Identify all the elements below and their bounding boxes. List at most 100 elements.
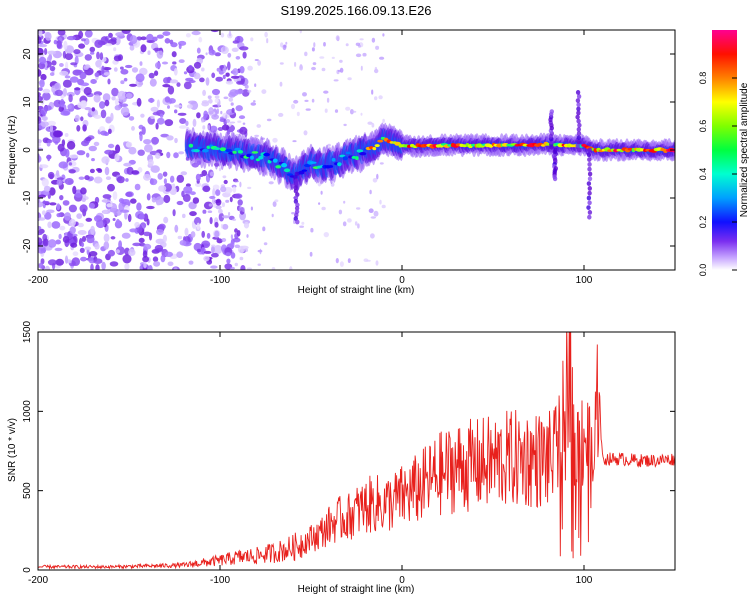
spectrogram-noise-blob bbox=[347, 258, 351, 263]
spectrogram-noise-blob bbox=[162, 84, 171, 88]
spectrogram-spike bbox=[575, 143, 580, 149]
spectrogram-noise-blob bbox=[379, 56, 385, 60]
spectrogram-noise-blob bbox=[192, 118, 197, 127]
spectrogram-noise-blob bbox=[254, 59, 259, 61]
spectrogram-noise-blob bbox=[153, 47, 163, 52]
spectrogram-noise-blob bbox=[164, 119, 174, 127]
spectrogram-noise-blob bbox=[84, 30, 93, 38]
spectrogram-noise-blob bbox=[272, 201, 277, 208]
spectrogram-noise-blob bbox=[279, 62, 284, 65]
spectrogram-noise-blob bbox=[366, 259, 371, 262]
spectrogram-noise-blob bbox=[113, 67, 118, 72]
spectrogram-noise-blob bbox=[120, 69, 129, 75]
spectrogram-noise-blob bbox=[379, 162, 384, 165]
spectrogram-noise-blob bbox=[80, 116, 84, 122]
spectrogram-noise-blob bbox=[78, 30, 84, 39]
spectrogram-noise-blob bbox=[162, 31, 171, 36]
spectrogram-noise-blob bbox=[68, 169, 76, 174]
spectrogram-noise-blob bbox=[318, 202, 321, 205]
spectrogram-noise-blob bbox=[150, 106, 159, 112]
spectrogram-noise-blob bbox=[49, 125, 54, 133]
spectrogram-noise-blob bbox=[374, 66, 378, 71]
spectrogram-spike bbox=[587, 147, 592, 153]
spectrogram-noise-blob bbox=[38, 44, 48, 48]
spectrogram-noise-blob bbox=[232, 68, 239, 76]
spectrogram-ridge-core bbox=[193, 149, 200, 153]
spectrogram-noise-blob bbox=[174, 109, 178, 114]
spectrogram-noise-blob bbox=[213, 245, 223, 254]
spectrogram-noise-blob bbox=[382, 118, 385, 123]
spectrogram-noise-blob bbox=[80, 187, 87, 195]
spectrogram-spike bbox=[577, 122, 582, 128]
spectrogram-noise-blob bbox=[183, 81, 192, 90]
spectrogram-noise-blob bbox=[38, 231, 43, 236]
spectrogram-noise-blob bbox=[56, 213, 62, 218]
spectrogram-noise-blob bbox=[135, 73, 145, 83]
spectrogram-noise-blob bbox=[272, 137, 278, 143]
spectrogram-noise-blob bbox=[338, 209, 343, 215]
spectrogram-noise-blob bbox=[86, 152, 90, 158]
spectrogram-noise-blob bbox=[216, 67, 221, 72]
spectrogram-ridge-core bbox=[267, 159, 272, 164]
spectrogram-spike bbox=[587, 176, 593, 182]
spectrogram-noise-blob bbox=[236, 80, 245, 85]
spectrogram-spike bbox=[576, 118, 581, 124]
spectrogram-noise-blob bbox=[127, 213, 132, 223]
spectrogram-noise-blob bbox=[375, 260, 379, 266]
spectrogram-noise-blob bbox=[65, 61, 69, 70]
spectrogram-noise-blob bbox=[101, 199, 110, 203]
spectrogram-noise-blob bbox=[335, 258, 339, 264]
spectrogram-noise-blob bbox=[211, 244, 216, 248]
spectrogram-noise-blob bbox=[250, 206, 253, 211]
spectrogram-noise-blob bbox=[128, 146, 137, 155]
spectrogram-noise-blob bbox=[229, 196, 233, 203]
spectrogram-noise-blob bbox=[323, 232, 329, 238]
spectrogram-spike bbox=[576, 106, 581, 112]
spectrogram-noise-blob bbox=[99, 101, 106, 109]
spectrogram-noise-blob bbox=[146, 193, 151, 201]
spectrogram-noise-blob bbox=[242, 207, 245, 213]
spectrogram-noise-blob bbox=[57, 30, 66, 36]
spectrogram-noise-blob bbox=[134, 183, 141, 191]
spectrogram-noise-blob bbox=[38, 138, 42, 144]
spectrogram-noise-blob bbox=[309, 251, 313, 257]
spectrogram-noise-blob bbox=[164, 251, 173, 257]
spectrogram-noise-blob bbox=[158, 223, 166, 230]
snr-series bbox=[38, 332, 675, 570]
spectrogram-noise-blob bbox=[246, 267, 252, 270]
spectrogram-spike bbox=[576, 135, 582, 141]
spectrogram-noise-blob bbox=[77, 230, 87, 235]
spectrogram-ridge-core bbox=[303, 163, 311, 168]
spectrogram-noise-blob bbox=[311, 47, 315, 52]
spectrogram-noise-blob bbox=[225, 252, 231, 257]
spectrogram-noise-blob bbox=[360, 65, 363, 71]
spectrogram-noise-blob bbox=[212, 88, 220, 96]
spectrogram-noise-blob bbox=[172, 61, 177, 65]
spectrogram-noise-blob bbox=[170, 42, 178, 48]
spectrogram-noise-blob bbox=[185, 33, 191, 38]
snr-xtick-label: -100 bbox=[210, 575, 230, 586]
spectrogram-noise-blob bbox=[39, 164, 49, 169]
spectrogram-noise-blob bbox=[239, 66, 245, 74]
spectrogram-noise-blob bbox=[101, 261, 106, 270]
spectrogram-noise-blob bbox=[63, 40, 68, 50]
snr-xtick-label: 100 bbox=[576, 575, 593, 586]
spectrogram-noise-blob bbox=[125, 64, 133, 69]
spectrogram-noise-blob bbox=[172, 209, 176, 217]
spectrogram-noise-blob bbox=[139, 61, 143, 66]
spectrogram-ridge-core bbox=[374, 144, 380, 148]
spectrogram-noise-blob bbox=[136, 97, 142, 107]
spectrogram-noise-blob bbox=[218, 212, 225, 222]
spectrogram-noise-blob bbox=[156, 50, 164, 59]
spectrogram-noise-blob bbox=[74, 55, 79, 65]
spectrogram-ridge-core bbox=[283, 168, 291, 173]
spectrogram-noise-blob bbox=[222, 124, 230, 131]
spectrogram-noise-blob bbox=[122, 254, 132, 264]
spectrogram-noise-blob bbox=[38, 62, 46, 70]
spectrogram-noise-blob bbox=[183, 71, 188, 75]
spectrogram-noise-blob bbox=[221, 215, 230, 219]
spectrogram-spike bbox=[295, 219, 300, 225]
spectrogram-ridge-core bbox=[188, 143, 194, 148]
spectrogram-noise-blob bbox=[304, 99, 309, 102]
